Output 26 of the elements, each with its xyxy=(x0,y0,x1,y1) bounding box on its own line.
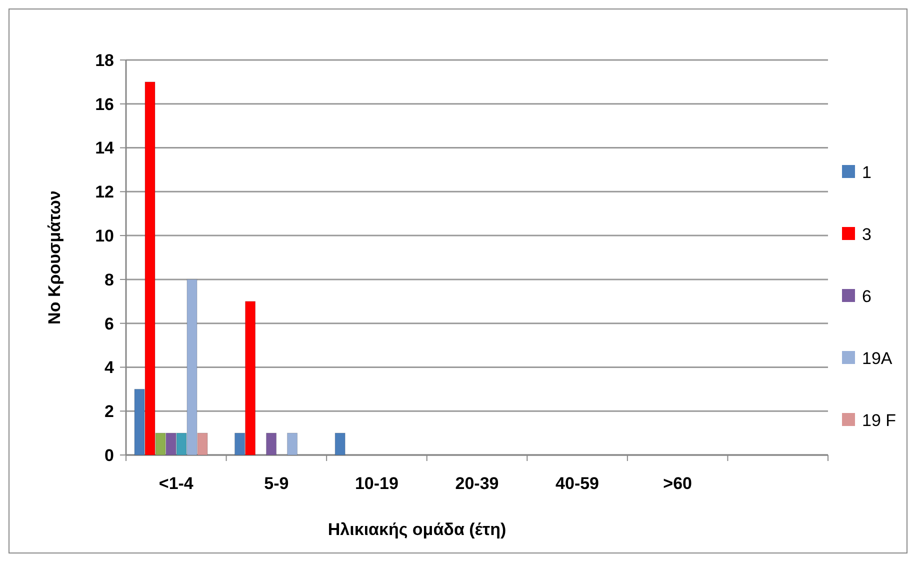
y-tick-label: 14 xyxy=(95,138,115,158)
legend-label: 19A xyxy=(862,348,893,368)
legend-label: 1 xyxy=(862,162,872,182)
legend-label: 3 xyxy=(862,224,872,244)
y-tick-label: 16 xyxy=(95,94,114,114)
y-tick-label: 8 xyxy=(104,270,114,290)
y-axis-title: No Κρουσμάτων xyxy=(45,190,64,324)
bar xyxy=(287,432,298,456)
x-tick-label: 20-39 xyxy=(455,474,499,493)
x-axis-title: Ηλικιακής ομάδα (έτη) xyxy=(328,520,506,539)
x-tick-label: >60 xyxy=(663,474,692,493)
bar xyxy=(334,432,346,456)
y-tick-label: 6 xyxy=(104,314,114,334)
y-tick-label: 18 xyxy=(95,50,114,70)
y-tick-label: 12 xyxy=(95,182,114,202)
y-tick-label: 2 xyxy=(104,402,114,422)
x-tick-label: 40-59 xyxy=(556,474,600,493)
bar xyxy=(266,432,277,456)
x-tick-label: 5-9 xyxy=(264,474,289,493)
x-tick-label: <1-4 xyxy=(158,474,194,493)
legend-label: 6 xyxy=(862,286,872,306)
y-tick-label: 4 xyxy=(104,358,115,378)
x-tick-label: 10-19 xyxy=(354,474,398,493)
y-tick-label: 0 xyxy=(104,446,114,465)
y-tick-label: 10 xyxy=(95,226,114,246)
legend-label: 19 F xyxy=(862,410,896,430)
